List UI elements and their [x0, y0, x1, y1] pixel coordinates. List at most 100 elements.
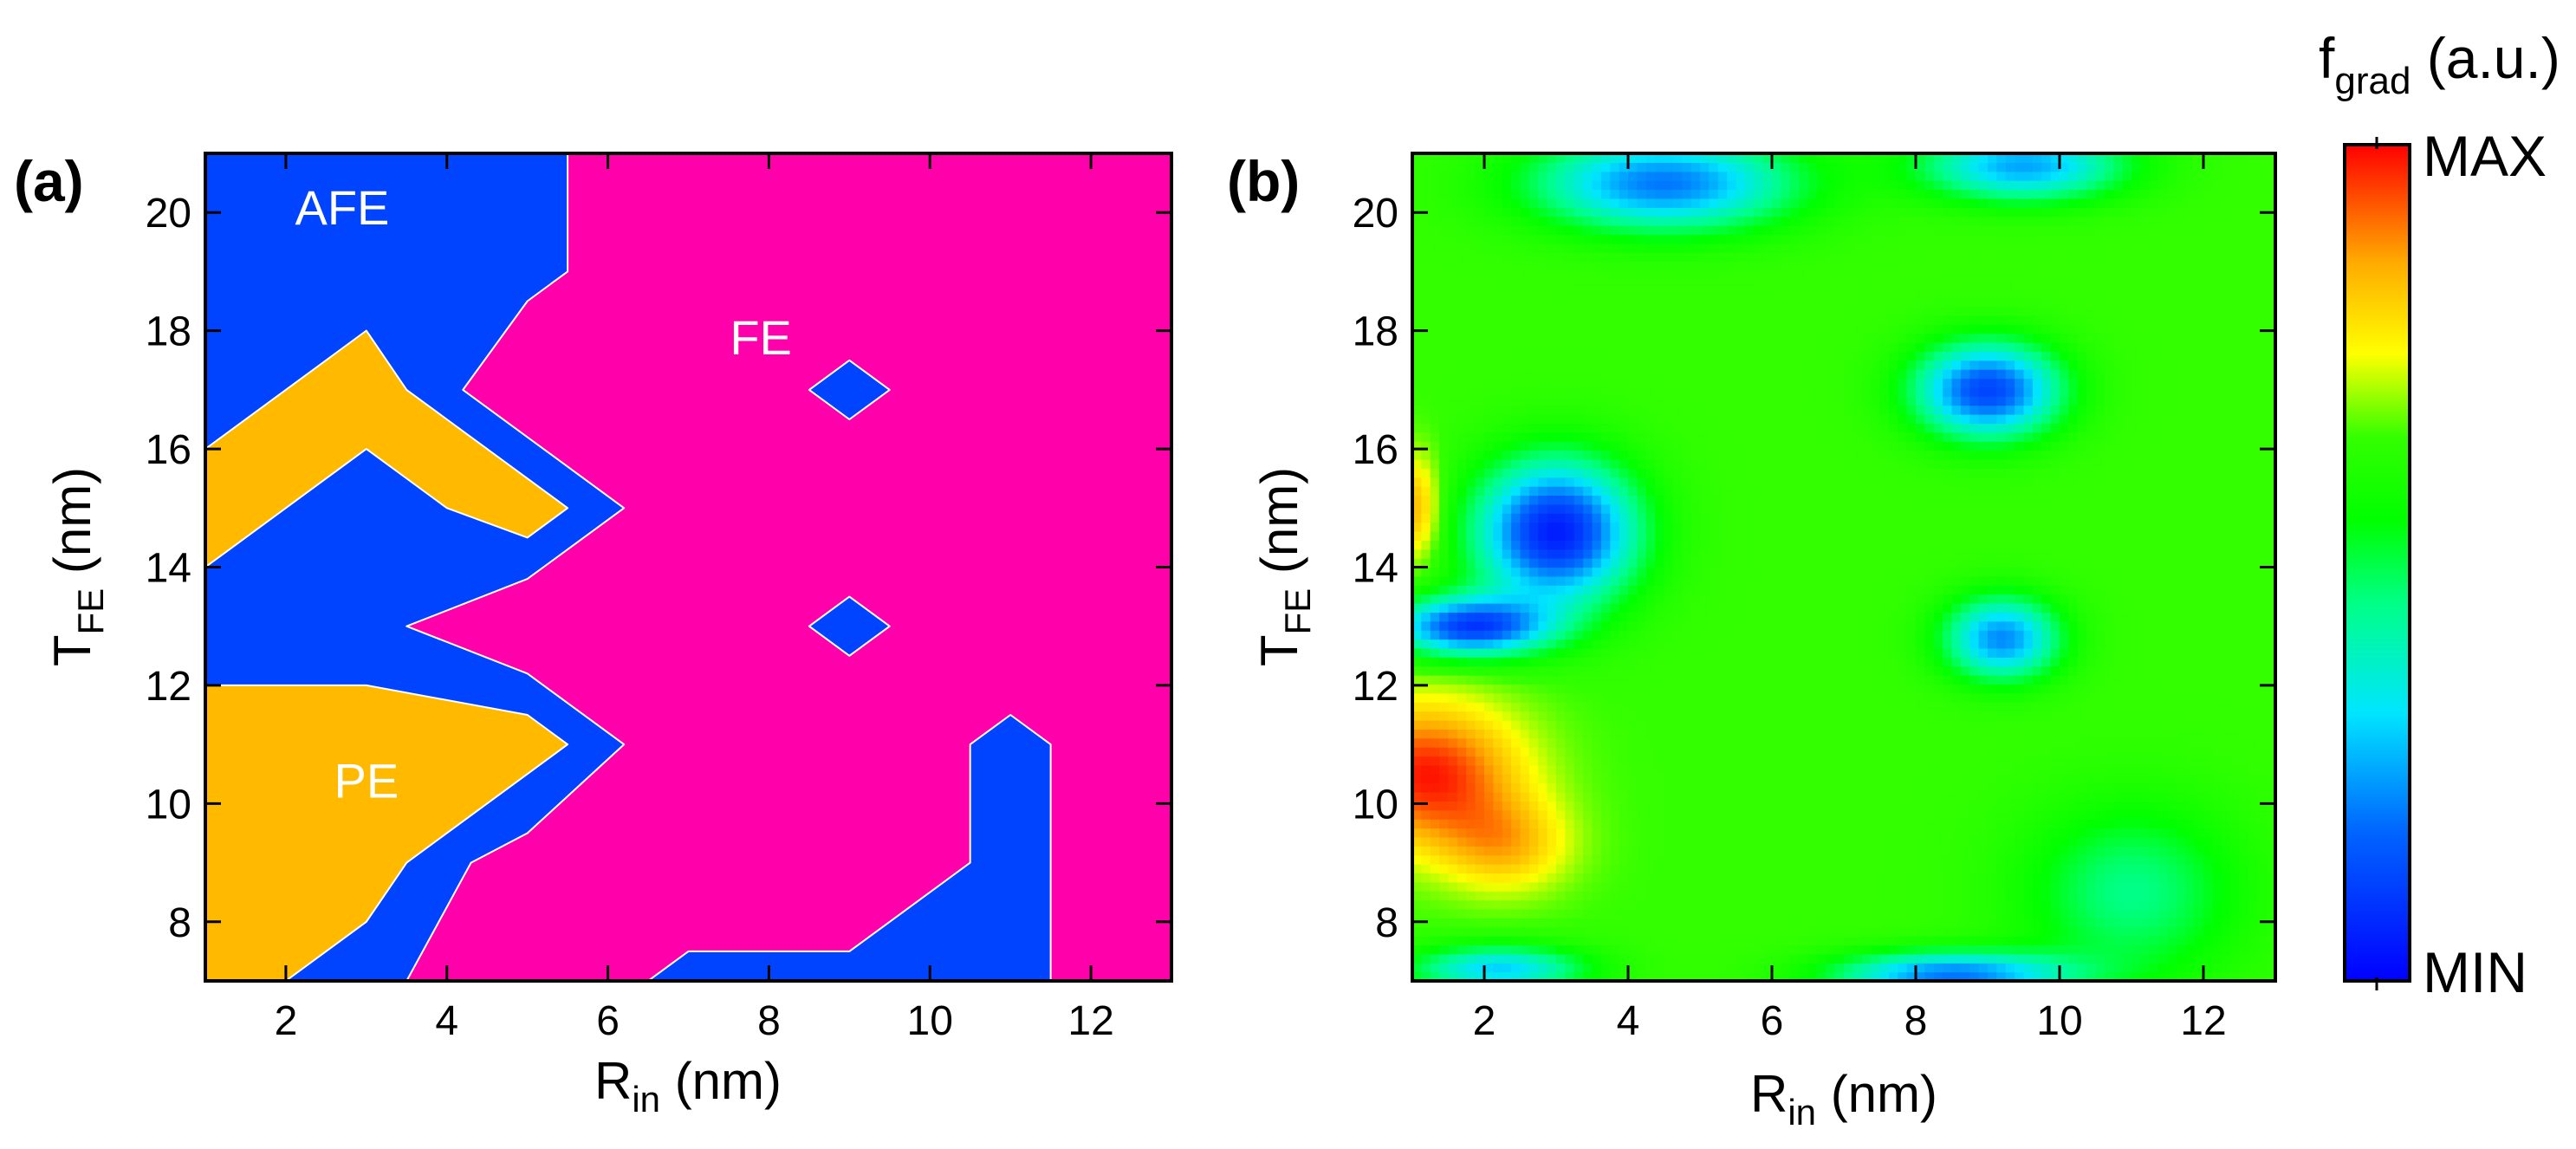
heatmap-cell: [1547, 828, 1557, 838]
heatmap-cell: [1898, 945, 1908, 955]
heatmap-cell: [2239, 530, 2249, 541]
heatmap-cell: [1619, 549, 1629, 559]
heatmap-cell: [1834, 594, 1845, 604]
heatmap-cell: [1583, 737, 1593, 748]
heatmap-cell: [1430, 891, 1440, 901]
heatmap-cell: [1736, 747, 1746, 757]
heatmap-cell: [1466, 702, 1476, 712]
heatmap-cell: [1645, 918, 1656, 928]
heatmap-cell: [1439, 585, 1450, 595]
heatmap-cell: [2185, 711, 2196, 721]
heatmap-cell: [1672, 881, 1683, 892]
heatmap-cell: [1844, 936, 1853, 946]
heatmap-cell: [1807, 953, 1818, 964]
heatmap-cell: [1762, 684, 1773, 694]
heatmap-cell: [1762, 692, 1773, 703]
heatmap-cell: [1807, 926, 1818, 937]
heatmap-cell: [1861, 774, 1872, 784]
heatmap-cell: [1628, 899, 1638, 910]
heatmap-cell: [1430, 945, 1440, 955]
heatmap-cell: [1717, 737, 1728, 748]
heatmap-cell: [1871, 702, 1881, 712]
heatmap-cell: [1412, 836, 1422, 847]
heatmap-cell: [2095, 899, 2106, 910]
heatmap-cell: [1664, 819, 1674, 829]
heatmap-cell: [1421, 945, 1431, 955]
heatmap-cell: [2158, 702, 2169, 712]
heatmap-cell: [1744, 854, 1755, 865]
heatmap-cell: [1700, 936, 1710, 946]
heatmap-cell: [1754, 684, 1764, 694]
heatmap-cell: [1879, 630, 1890, 640]
heatmap-cell: [1960, 612, 1970, 622]
heatmap-cell: [1655, 864, 1665, 874]
heatmap-cell: [2068, 530, 2079, 541]
heatmap-cell: [2239, 711, 2249, 721]
heatmap-cell: [1448, 585, 1458, 595]
heatmap-cell: [2095, 963, 2106, 973]
phase-region-pe: [205, 329, 569, 568]
heatmap-cell: [2158, 899, 2169, 910]
heatmap-cell: [1528, 630, 1539, 640]
heatmap-cell: [1799, 801, 1809, 811]
heatmap-cell: [1844, 522, 1853, 532]
heatmap-cell: [1448, 747, 1458, 757]
heatmap-cell: [1988, 756, 1997, 766]
heatmap-cell: [1672, 719, 1683, 730]
heatmap-cell: [1906, 630, 1917, 640]
heatmap-cell: [1906, 873, 1917, 883]
heatmap-cell: [2266, 620, 2275, 631]
heatmap-cell: [1762, 657, 1773, 667]
heatmap-cell: [2032, 647, 2042, 658]
heatmap-cell: [1844, 854, 1853, 865]
heatmap-cell: [2185, 908, 2196, 919]
heatmap-cell: [2060, 647, 2069, 658]
heatmap-cell: [1762, 585, 1773, 595]
heatmap-cell: [1439, 756, 1450, 766]
heatmap-cell: [2203, 620, 2213, 631]
heatmap-cell: [2015, 809, 2025, 820]
heatmap-cell: [2140, 549, 2151, 559]
heatmap-cell: [1933, 522, 1943, 532]
heatmap-cell: [2221, 612, 2231, 622]
heatmap-cell: [2185, 873, 2196, 883]
heatmap-cell: [1879, 756, 1890, 766]
heatmap-cell: [2095, 684, 2106, 694]
heatmap-cell: [1637, 756, 1647, 766]
heatmap-cell: [2005, 819, 2015, 829]
heatmap-cell: [1448, 558, 1458, 568]
heatmap-cell: [1511, 864, 1522, 874]
heatmap-cell: [2221, 567, 2231, 577]
heatmap-cell: [1960, 881, 1970, 892]
heatmap-cell: [1789, 963, 1800, 973]
heatmap-cell: [1744, 540, 1755, 550]
heatmap-cell: [1520, 513, 1530, 523]
heatmap-cell: [1772, 918, 1781, 928]
heatmap-cell: [2095, 522, 2106, 532]
heatmap-cell: [1969, 594, 1980, 604]
heatmap-cell: [1951, 540, 1962, 550]
heatmap-cell: [1421, 702, 1431, 712]
heatmap-cell: [1754, 801, 1764, 811]
heatmap-cell: [1744, 747, 1755, 757]
heatmap-cell: [1655, 836, 1665, 847]
heatmap-cell: [1709, 801, 1719, 811]
heatmap-cell: [2239, 702, 2249, 712]
heatmap-cell: [1655, 792, 1665, 802]
heatmap-cell: [1511, 530, 1522, 541]
heatmap-cell: [1412, 567, 1422, 577]
heatmap-cell: [1645, 846, 1656, 856]
heatmap-cell: [1610, 792, 1620, 802]
heatmap-cell: [1637, 971, 1647, 981]
heatmap-cell: [1898, 747, 1908, 757]
heatmap-cell: [1799, 774, 1809, 784]
heatmap-cell: [1672, 918, 1683, 928]
heatmap-cell: [1610, 575, 1620, 586]
heatmap-cell: [1592, 792, 1602, 802]
heatmap-cell: [2050, 873, 2060, 883]
heatmap-cell: [2140, 737, 2151, 748]
heatmap-cell: [1547, 729, 1557, 739]
heatmap-cell: [2221, 891, 2231, 901]
heatmap-cell: [1906, 854, 1917, 865]
heatmap-cell: [2041, 522, 2052, 532]
